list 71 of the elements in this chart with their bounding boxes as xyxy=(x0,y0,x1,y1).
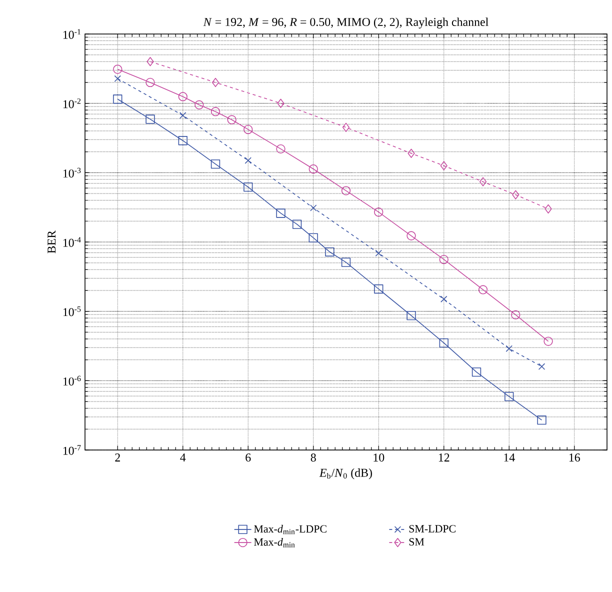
point xyxy=(341,186,351,196)
point xyxy=(506,345,512,352)
point xyxy=(408,148,415,158)
point xyxy=(504,392,514,402)
point xyxy=(276,208,286,218)
chart-title: N = 192, M = 96, R = 0.50, MIMO (2, 2), Rayleigh channel xyxy=(203,18,488,28)
point xyxy=(210,107,220,116)
y-tick-label: 10$^{-2}$ xyxy=(63,98,81,108)
point xyxy=(194,100,204,110)
point xyxy=(544,204,552,214)
legend-label: Max-d$_{min}$ xyxy=(254,538,295,548)
point xyxy=(113,94,122,104)
point xyxy=(146,57,154,66)
point xyxy=(478,285,488,294)
point xyxy=(277,98,284,108)
point xyxy=(479,177,487,186)
legend-label: SM xyxy=(409,538,424,546)
y-tick-label: 10$^{-6}$ xyxy=(63,376,81,386)
point xyxy=(341,258,351,267)
x-tick-label: 10 xyxy=(374,454,384,462)
x-tick-label: 8 xyxy=(310,454,316,462)
y-tick-label: 10$^{-4}$ xyxy=(63,237,81,247)
legend-label: Max-d$_{min}$-LDPC xyxy=(254,524,326,534)
point xyxy=(227,115,236,124)
point xyxy=(538,363,546,370)
y-tick-label: 10$^{-3}$ xyxy=(63,168,81,178)
point xyxy=(244,157,252,164)
y-tick-label: 10$^{-7}$ xyxy=(63,445,81,455)
point xyxy=(180,112,186,119)
legend-label: SM-LDPC xyxy=(409,525,456,532)
point xyxy=(374,284,384,294)
x-tick-label: 2 xyxy=(115,454,120,462)
point xyxy=(440,296,448,302)
point xyxy=(544,336,553,346)
point xyxy=(472,368,482,377)
point xyxy=(374,208,384,217)
point xyxy=(406,310,416,320)
x-tick-label: 16 xyxy=(569,454,580,462)
x-tick-label: 6 xyxy=(246,454,251,462)
x-axis-title: E$_{b}$/N$_{0}$ (dB) xyxy=(319,468,372,480)
x-tick-label: 12 xyxy=(438,454,450,462)
x-tick-label: 14 xyxy=(504,454,515,462)
point xyxy=(439,338,448,348)
point xyxy=(178,136,188,146)
point xyxy=(210,160,220,169)
point xyxy=(512,190,520,200)
point xyxy=(308,164,318,174)
point xyxy=(310,204,317,212)
y-tick-label: 10$^{-5}$ xyxy=(63,306,81,316)
point xyxy=(439,254,448,264)
point xyxy=(212,78,220,88)
point xyxy=(292,220,302,229)
point xyxy=(244,124,253,134)
y-tick-label: 10$^{-1}$ xyxy=(63,29,80,39)
point xyxy=(113,64,122,74)
point xyxy=(146,78,155,88)
point xyxy=(537,416,546,425)
point xyxy=(276,144,286,154)
point xyxy=(440,161,448,170)
point xyxy=(308,233,318,242)
point xyxy=(325,247,334,256)
point xyxy=(342,122,350,132)
point xyxy=(375,250,382,257)
point xyxy=(114,75,121,82)
point xyxy=(406,231,416,240)
point xyxy=(178,92,188,102)
y-axis-title: BER xyxy=(48,230,56,254)
point xyxy=(511,310,520,320)
point xyxy=(146,114,155,124)
point xyxy=(244,182,253,192)
x-tick-label: 4 xyxy=(180,454,186,462)
